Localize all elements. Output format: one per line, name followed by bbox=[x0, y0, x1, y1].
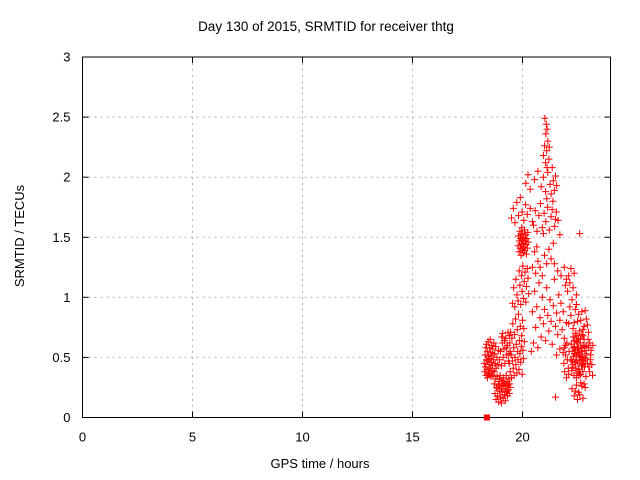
x-tick-label: 10 bbox=[295, 430, 309, 445]
x-tick-label: 15 bbox=[405, 430, 419, 445]
y-tick-label: 1.5 bbox=[52, 230, 70, 245]
y-tick-label: 3 bbox=[63, 50, 70, 65]
x-tick-label: 5 bbox=[189, 430, 196, 445]
x-tick-label: 0 bbox=[79, 430, 86, 445]
scatter-points-path bbox=[480, 114, 597, 407]
y-tick-label: 2 bbox=[63, 170, 70, 185]
gridlines bbox=[82, 57, 611, 418]
square-point bbox=[483, 414, 490, 421]
tick-marks bbox=[82, 56, 611, 418]
y-tick-label: 1 bbox=[63, 290, 70, 305]
y-tick-label: 2.5 bbox=[52, 110, 70, 125]
x-tick-label: 20 bbox=[515, 430, 529, 445]
x-tick-labels: 0 5 10 15 20 bbox=[79, 430, 530, 445]
scatter-points bbox=[480, 114, 597, 421]
y-tick-label: 0 bbox=[63, 410, 70, 425]
y-axis-label: SRMTID / TECUs bbox=[12, 184, 27, 287]
y-tick-label: 0.5 bbox=[52, 350, 70, 365]
x-axis-label: GPS time / hours bbox=[271, 456, 370, 471]
chart-title: Day 130 of 2015, SRMTID for receiver tht… bbox=[198, 19, 454, 34]
y-tick-labels: 0 0.5 1 1.5 2 2.5 3 bbox=[52, 50, 70, 426]
